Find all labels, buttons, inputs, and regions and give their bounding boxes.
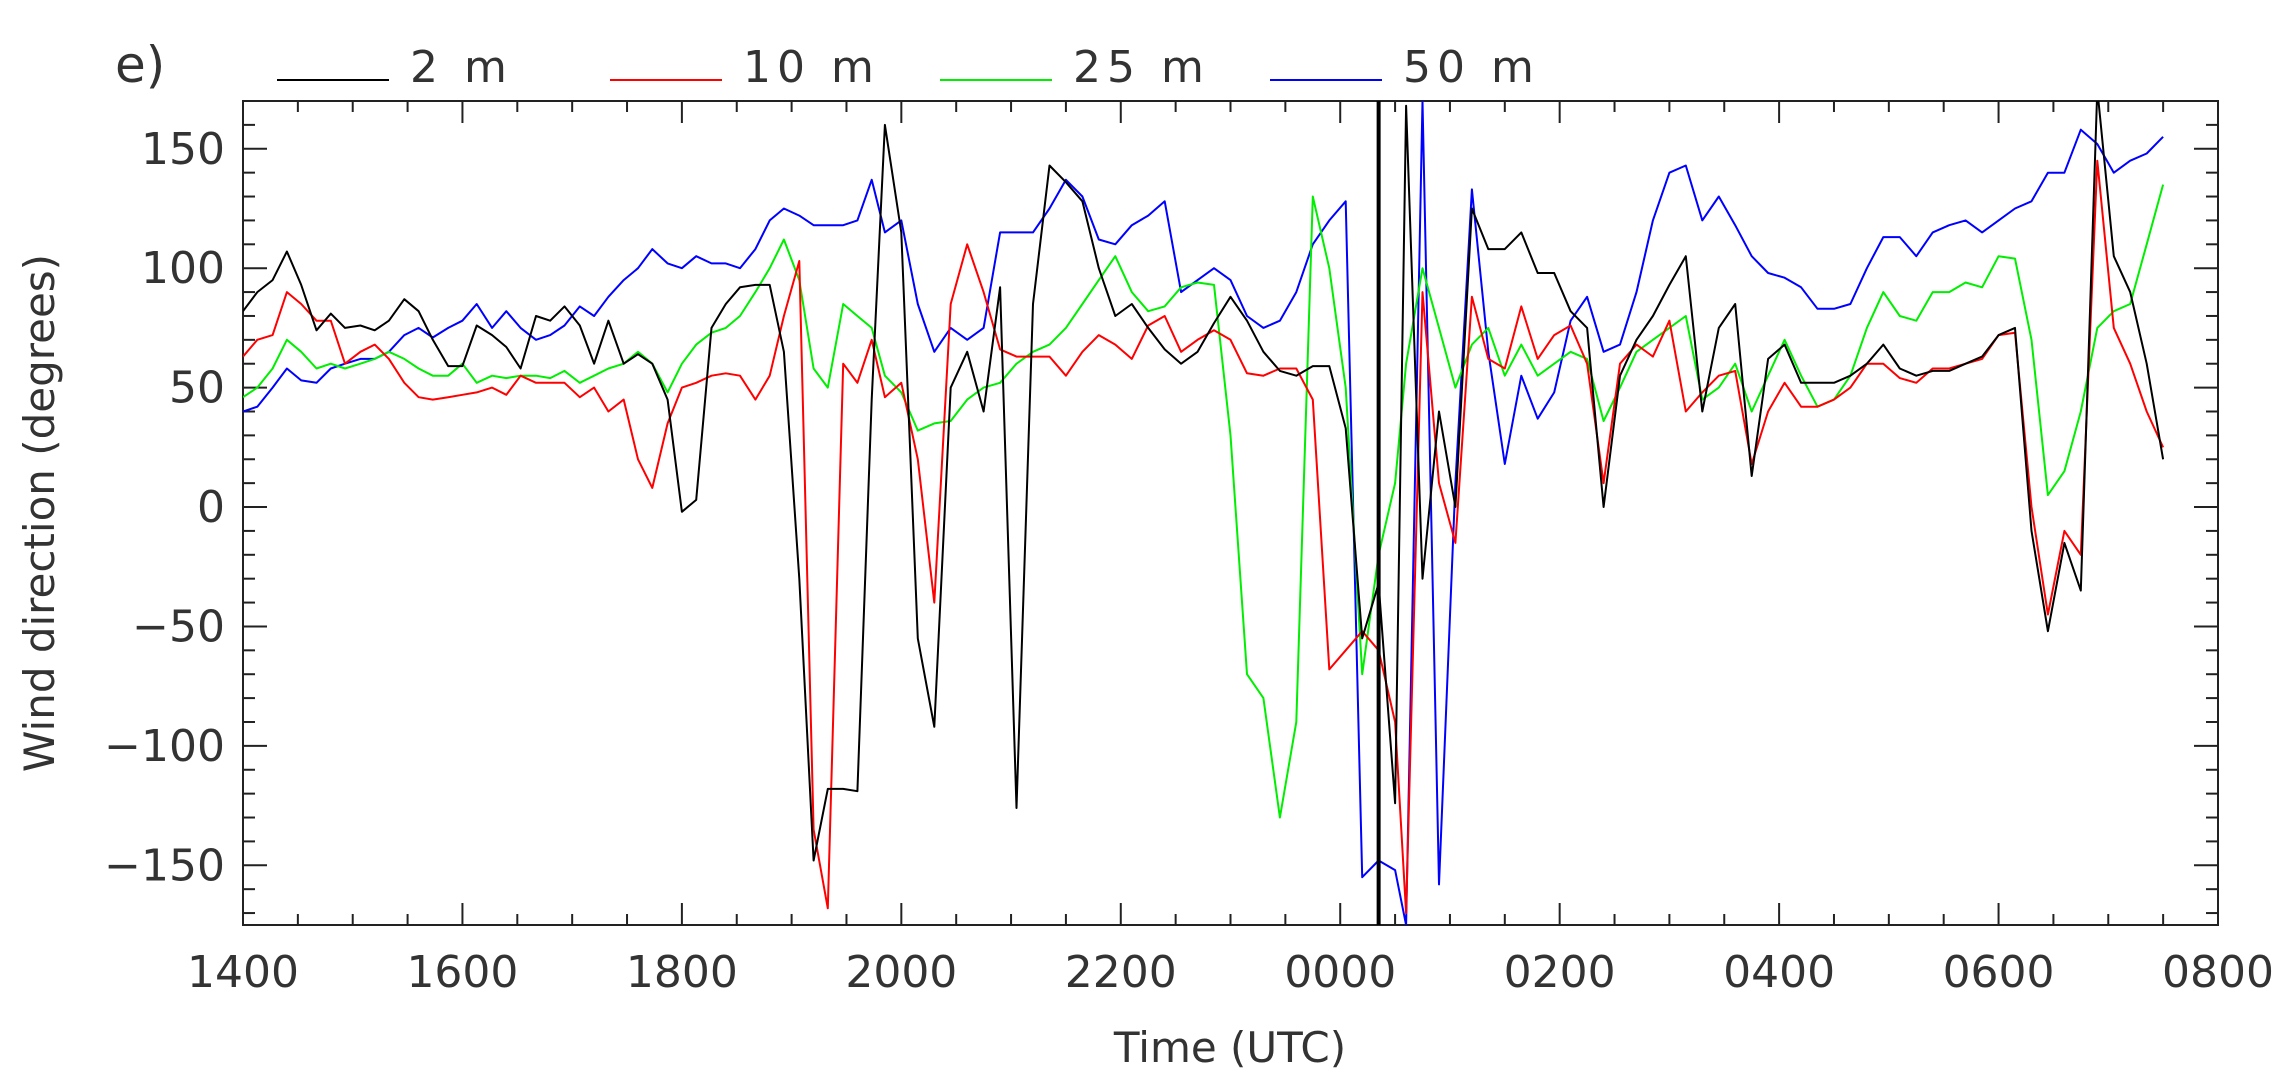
- x-tick-label: 0800: [2162, 947, 2274, 998]
- x-axis-title: Time (UTC): [1113, 1023, 1346, 1072]
- x-tick-label: 2200: [1065, 947, 1177, 998]
- legend-label-10m: 10 m: [743, 42, 880, 93]
- y-tick-label: 50: [169, 363, 225, 414]
- panel-label: e): [115, 36, 165, 94]
- legend-label-50m: 50 m: [1403, 42, 1540, 93]
- series-line-2m: [243, 101, 2165, 862]
- y-tick-label: −50: [132, 601, 225, 652]
- x-tick-label: 0400: [1723, 947, 1835, 998]
- legend-label-25m: 25 m: [1073, 42, 1210, 93]
- series-lines: [243, 101, 2165, 925]
- y-tick-label: 0: [197, 482, 225, 533]
- x-tick-label: 0000: [1284, 947, 1396, 998]
- y-tick-label: 150: [141, 124, 225, 175]
- series-line-10m: [243, 159, 2165, 915]
- y-axis-title: Wind direction (degrees): [15, 254, 64, 772]
- y-tick-label: −100: [104, 721, 225, 772]
- legend: 2 m 10 m 25 m 50 m: [277, 42, 1540, 93]
- x-tick-label: 1800: [626, 947, 738, 998]
- x-tick-label: 2000: [845, 947, 957, 998]
- y-tick-label: 100: [141, 243, 225, 294]
- x-tick-label: 0600: [1943, 947, 2055, 998]
- axis-ticks: [242, 100, 2219, 925]
- plot-area: [242, 100, 2219, 926]
- x-tick-label: 1400: [187, 947, 299, 998]
- y-tick-label: −150: [104, 840, 225, 891]
- x-tick-label: 1600: [406, 947, 518, 998]
- x-tick-label: 0200: [1504, 947, 1616, 998]
- series-line-50m: [243, 101, 2164, 925]
- tick-labels: 1400 1600 1800 2000 2200 0000 0200 0400 0600 0800…: [104, 124, 2274, 998]
- legend-label-2m: 2 m: [410, 42, 513, 93]
